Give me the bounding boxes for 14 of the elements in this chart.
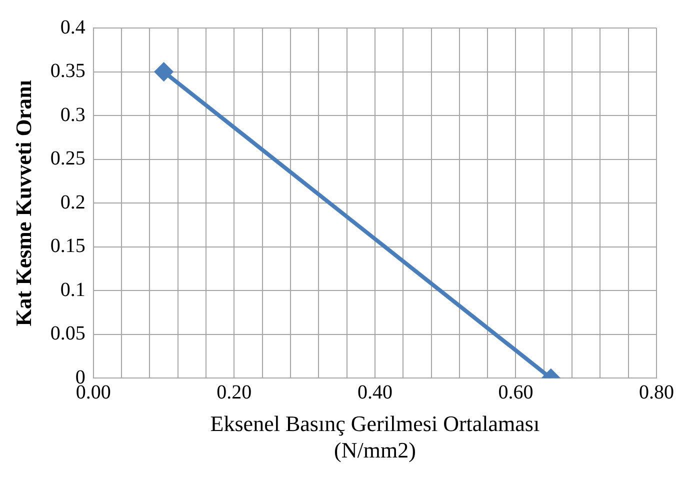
x-tick-label: 0.40 [357,381,392,404]
x-tick-label: 0.80 [639,381,674,404]
x-tick-label: 0.60 [498,381,534,404]
y-axis-title: Kat Kesme Kuvveti Oranı [10,80,36,326]
x-axis-title: Eksenel Basınç Gerilmesi Ortalaması (N/mm2) [210,411,540,463]
y-tick-label: 0.2 [60,191,86,214]
y-tick-label: 0.35 [50,60,86,82]
y-tick-label: 0.25 [50,148,86,170]
y-tick-label: 0.3 [60,104,86,126]
y-tick-label: 0.05 [50,322,86,345]
x-tick-label: 0.20 [216,381,252,404]
y-tick-label: 0.4 [60,16,86,38]
y-tick-label: 0.1 [60,278,86,301]
y-tick-label: 0.15 [50,235,86,258]
